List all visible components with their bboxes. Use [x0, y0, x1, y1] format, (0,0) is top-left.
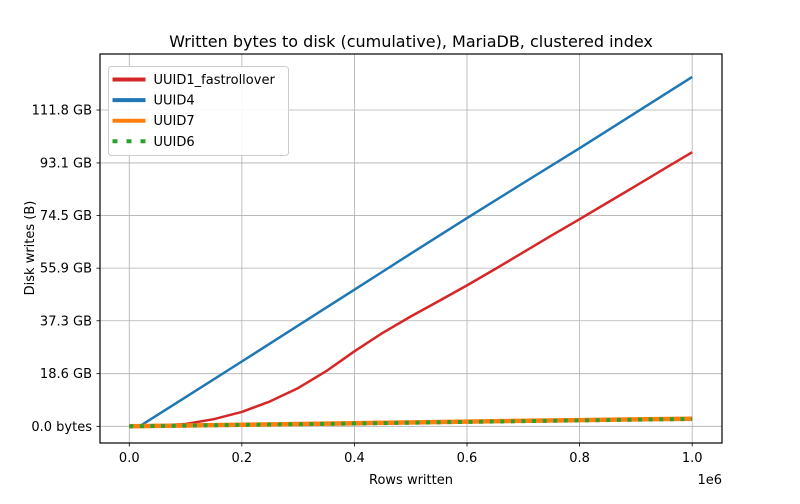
x-tick-label: 0.4: [344, 451, 365, 466]
x-tick-label: 0.6: [457, 451, 478, 466]
series-line-uuid4: [129, 75, 693, 428]
series-line-uuid6: [129, 417, 693, 429]
x-tick-label: 0.0: [119, 451, 140, 466]
legend-box: [108, 66, 289, 156]
x-tick-label: 1.0: [682, 451, 703, 466]
x-axis-offset-label: 1e6: [697, 473, 722, 488]
y-tick-label: 0.0 bytes: [31, 420, 92, 435]
y-tick-label: 93.1 GB: [40, 156, 92, 171]
legend-label: UUID1_fastrollover: [154, 73, 276, 88]
legend-label: UUID7: [154, 114, 195, 129]
gridlines: [100, 54, 722, 443]
y-tick-label: 74.5 GB: [40, 209, 92, 224]
series-line-uuid1_fastrollover: [129, 151, 693, 428]
axis-ticks: [96, 109, 693, 447]
legend-label: UUID4: [154, 94, 195, 109]
y-tick-label: 37.3 GB: [40, 314, 92, 329]
tick-labels: 0.0 0.2 0.4 0.6 0.8 1.0 0.0 bytes 18.6 GB 37.3 G…: [31, 104, 702, 466]
y-tick-label: 111.8 GB: [32, 104, 92, 119]
series-lines: [129, 75, 693, 429]
chart-title: Written bytes to disk (cumulative), Mari…: [169, 32, 653, 51]
legend-label: UUID6: [154, 135, 195, 150]
y-tick-label: 55.9 GB: [40, 262, 92, 277]
plot-border: [99, 53, 723, 444]
x-axis-label: Rows written: [369, 473, 453, 488]
y-axis-label: Disk writes (B): [23, 201, 38, 296]
x-tick-label: 0.8: [569, 451, 590, 466]
legend: UUID1_fastrollover UUID4 UUID7 UUID6: [108, 66, 289, 156]
x-tick-label: 0.2: [232, 451, 253, 466]
y-tick-label: 18.6 GB: [40, 367, 92, 382]
